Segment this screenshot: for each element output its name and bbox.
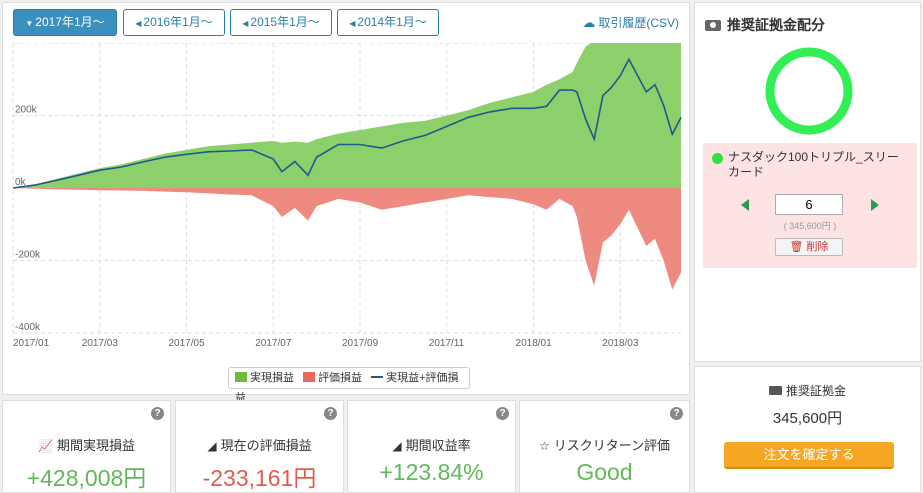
money-icon	[768, 386, 782, 395]
realized-area	[13, 43, 681, 188]
return-value: +123.84%	[379, 459, 484, 485]
legend-total[interactable]: 実現益+評価損益	[235, 372, 459, 404]
x-tick-label: 2018/01	[516, 338, 553, 349]
x-tick-label: 2017/01	[13, 338, 50, 349]
legend-swatch	[235, 372, 247, 382]
tab-2015[interactable]: ◀ 2015年1月～	[230, 9, 332, 36]
x-axis-ticks: 2017/01 2017/03 2017/05 2017/07 2017/09 2017/…	[13, 338, 639, 349]
x-tick-label: 2017/05	[169, 338, 206, 349]
allocation-donut	[765, 47, 853, 135]
confirm-panel: 推奨証拠金 345,600円 注文を確定する	[694, 366, 921, 493]
increment-arrow-icon[interactable]	[871, 199, 879, 211]
x-tick-label: 2017/07	[255, 338, 292, 349]
tab-2014[interactable]: ◀ 2014年1月～	[337, 9, 439, 36]
stat-unrealized: ? ◢ 現在の評価損益 -233,161円	[175, 400, 344, 493]
holding-name: ナスダック100トリプル_スリーカード	[728, 150, 899, 179]
caret-left-icon: ◀	[135, 19, 142, 28]
x-tick-label: 2018/03	[602, 338, 639, 349]
legend-line	[371, 376, 384, 378]
total-line	[12, 57, 682, 189]
delete-button[interactable]: 🗑 削除	[775, 238, 843, 256]
unrealized-value: -233,161円	[202, 465, 317, 491]
quantity-input[interactable]	[775, 194, 843, 215]
help-icon[interactable]: ?	[324, 407, 337, 420]
caret-left-icon: ◀	[349, 19, 356, 28]
stat-realized: ? 📈 期間実現損益 +428,008円	[2, 400, 171, 493]
legend-realized[interactable]: 実現損益	[235, 372, 294, 384]
y-tick-label: 200k	[15, 105, 38, 116]
stat-return: ? ◢ 期間収益率 +123.84%	[347, 400, 516, 493]
x-tick-label: 2017/09	[342, 338, 379, 349]
star-icon: ☆	[538, 439, 550, 453]
help-icon[interactable]: ?	[496, 407, 509, 420]
x-tick-label: 2017/11	[429, 338, 465, 349]
tab-2016[interactable]: ◀ 2016年1月～	[123, 9, 225, 36]
y-tick-label: -200k	[15, 250, 41, 261]
holding-color-dot	[712, 153, 723, 164]
help-icon[interactable]: ?	[151, 407, 164, 420]
risk-return-value: Good	[576, 459, 633, 485]
area-chart-icon: ◢	[392, 439, 402, 453]
recommended-margin-label: 推奨証拠金	[695, 382, 920, 399]
y-tick-label: -400k	[15, 322, 41, 333]
donut-slice	[765, 47, 853, 135]
decrement-arrow-icon[interactable]	[741, 199, 749, 211]
line-chart-icon: 📈	[38, 439, 53, 453]
tab-2017[interactable]: ▼ 2017年1月～	[13, 9, 117, 36]
x-tick-label: 2017/03	[82, 338, 119, 349]
recommended-margin-value: 345,600円	[772, 410, 843, 427]
unrealized-area	[13, 188, 681, 290]
margin-allocation-panel: 推奨証拠金配分 ナスダック100トリプル_スリーカード ( 345,600円 )…	[694, 2, 921, 362]
csv-download-link[interactable]: ☁ 取引履歴(CSV)	[582, 15, 679, 30]
y-axis-ticks: 400k200k0k-200k-400k	[15, 105, 41, 334]
chart-panel: ▼ 2017年1月～ ◀ 2016年1月～ ◀ 2015年1月～ ◀ 2014年1月～ …	[2, 2, 690, 404]
area-chart-icon: ◢	[207, 439, 217, 453]
confirm-order-button[interactable]: 注文を確定する	[724, 442, 894, 469]
y-tick-label: 0k	[15, 177, 27, 188]
caret-down-icon: ▼	[25, 19, 34, 28]
holding-item: ナスダック100トリプル_スリーカード ( 345,600円 ) 🗑 削除	[703, 143, 917, 268]
holding-amount: ( 345,600円 )	[783, 221, 837, 231]
chart-legend: 実現損益 評価損益 実現益+評価損益	[228, 367, 470, 404]
money-icon	[705, 20, 721, 31]
stat-risk-return: ? ☆ リスクリターン評価 Good	[519, 400, 690, 493]
legend-unrealized[interactable]: 評価損益	[303, 372, 362, 384]
realized-value: +428,008円	[26, 465, 147, 491]
allocation-title: 推奨証拠金配分	[705, 15, 825, 35]
cloud-download-icon: ☁	[582, 15, 596, 30]
trash-icon: 🗑	[789, 241, 804, 253]
caret-left-icon: ◀	[242, 19, 249, 28]
pnl-chart: 400k200k0k-200k-400k 2017/012017/032017/…	[12, 43, 682, 349]
legend-swatch	[303, 372, 316, 382]
help-icon[interactable]: ?	[670, 407, 683, 420]
